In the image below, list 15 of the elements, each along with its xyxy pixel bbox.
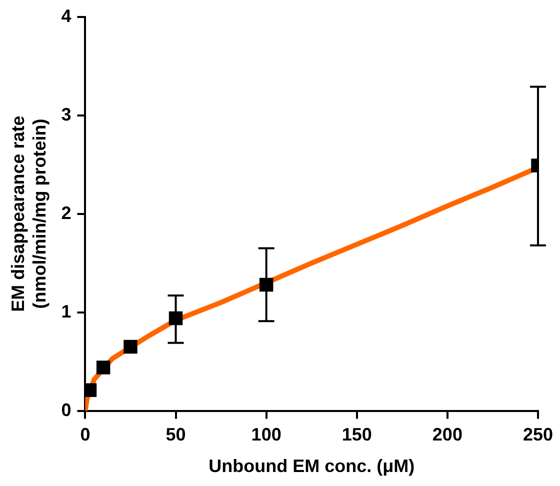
x-tick-label: 0	[80, 424, 90, 445]
point	[96, 360, 110, 374]
y-tick-label: 3	[61, 104, 72, 124]
y-axis-title: EM disappearance rate (nmol/min/mg protein)	[8, 116, 50, 312]
point	[124, 340, 138, 354]
x-tick-label: 150	[342, 424, 372, 445]
x-tick-label: 50	[166, 424, 186, 445]
x-axis-title: Unbound EM conc. (μM)	[208, 456, 415, 476]
y-tick-label: 4	[61, 6, 72, 26]
y-tick-label: 2	[61, 202, 72, 223]
y-tick-label: 0	[61, 400, 72, 420]
x-tick-label: 250	[522, 424, 554, 445]
y-tick-label: 1	[61, 301, 72, 322]
x-tick-label: 200	[432, 424, 462, 445]
x-tick-label: 100	[251, 424, 282, 445]
